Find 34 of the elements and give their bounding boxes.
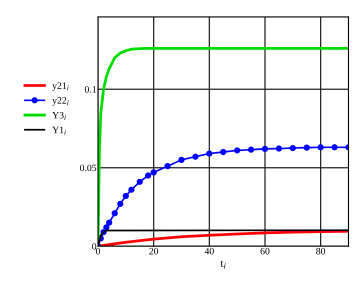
x-tick-label: 60 [260,248,270,254]
point [318,144,324,150]
y-tick-label: 0.05 [80,164,96,172]
point [304,144,310,151]
point [331,144,338,150]
point [164,163,171,170]
point [234,147,240,154]
point [112,210,118,216]
point [150,169,157,176]
legend-label: Y1$_{i}$ [52,126,66,135]
point [122,192,129,200]
point [220,148,226,156]
point [206,150,212,157]
point [144,172,152,179]
point [103,224,110,230]
point [117,200,124,207]
x-tick-label: 40 [204,248,214,254]
legend-label: Y3$_{i}$ [52,112,66,120]
y-tick-label: 0.1 [84,86,96,93]
legend-label: y21$_{i}$ [52,82,69,91]
point [262,146,268,152]
point [136,178,143,185]
point [128,186,135,193]
x-tick-label: 80 [316,248,326,254]
point [276,145,282,152]
x-axis-title: t$_{i}$ [220,260,226,269]
point [106,220,112,226]
point [178,156,185,163]
point [192,154,199,160]
point [248,146,254,153]
legend-label: y22$_{i}$ [52,97,69,106]
x-tick-label: 20 [149,248,158,254]
y-tick-label: 0 [92,243,96,250]
point [290,144,296,152]
